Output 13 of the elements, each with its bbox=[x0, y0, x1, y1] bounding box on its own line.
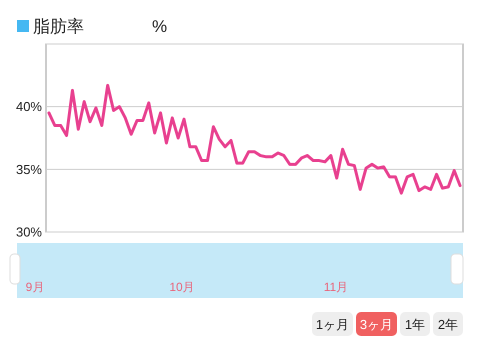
category-label: 10月 bbox=[169, 280, 195, 294]
text: 2年 bbox=[438, 317, 458, 332]
y-tick-label: 40% bbox=[16, 99, 42, 114]
text: 3ヶ月 bbox=[360, 317, 394, 332]
y-tick-label: 30% bbox=[16, 224, 42, 240]
chart-subtitle: % bbox=[152, 17, 168, 36]
category-label: 11月 bbox=[324, 280, 348, 294]
category-label: 9月 bbox=[26, 280, 44, 294]
chart-title: 脂肪率 bbox=[33, 17, 84, 36]
y-tick-label: 35% bbox=[16, 162, 42, 177]
line-series bbox=[47, 84, 462, 195]
text: 1年 bbox=[404, 317, 426, 332]
text: 1ヶ月 bbox=[316, 317, 350, 332]
